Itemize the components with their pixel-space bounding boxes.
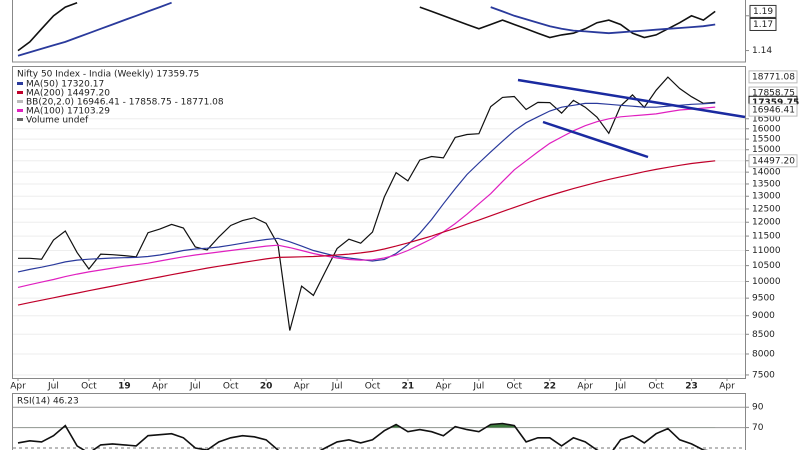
x-tick-label: 22 [543, 382, 556, 392]
price-label: 14497.20 [752, 156, 795, 166]
y-tick-label: 12000 [752, 218, 781, 228]
y-tick-label: 14000 [752, 168, 781, 178]
series-line [17, 160, 716, 306]
legend-swatch [17, 118, 23, 121]
value-label-box [749, 17, 777, 31]
x-tick-label: Oct [507, 382, 523, 392]
y-tick-label: 16000 [752, 124, 781, 134]
value-label-box [749, 4, 777, 18]
x-tick-label: 19 [118, 382, 131, 392]
y-tick-label: 10000 [752, 277, 781, 287]
ratio-panel [12, 0, 746, 63]
legend-entry: MA(100) 17103.29 [26, 107, 110, 117]
y-tick-label: 9000 [752, 311, 775, 321]
value-label: 1.17 [753, 20, 773, 30]
x-tick-label: Jul [331, 382, 343, 392]
y-tick-label: 12500 [752, 204, 781, 214]
x-tick-label: Apr [719, 382, 735, 392]
x-tick-label: Oct [223, 382, 239, 392]
plot-layer: 1.141.181.191.17750080008500900095001000… [10, 1, 799, 450]
y-tick-label: 1.14 [752, 46, 772, 56]
price-label: 17359.75 [752, 98, 799, 108]
x-tick-label: 21 [402, 382, 415, 392]
y-tick-label: 8000 [752, 349, 775, 359]
legend-swatch [17, 91, 23, 94]
price-label-box [748, 103, 798, 117]
y-tick-label: 11500 [752, 232, 781, 242]
x-tick-label: Apr [10, 382, 26, 392]
rsi-panel [12, 393, 746, 450]
x-tick-label: 23 [685, 382, 698, 392]
x-tick-label: Jul [614, 382, 626, 392]
x-tick-label: 20 [260, 382, 273, 392]
x-tick-label: Apr [152, 382, 168, 392]
price-label-box [748, 70, 798, 84]
y-tick-label: 8500 [752, 330, 775, 340]
price-label: 18771.08 [752, 72, 795, 82]
y-tick-label: 13500 [752, 179, 781, 189]
price-label: 17858.75 [752, 89, 795, 99]
y-tick-label: 11000 [752, 246, 781, 256]
legend-entry: MA(50) 17320.17 [26, 80, 104, 90]
legend-entry: Volume undef [26, 116, 89, 126]
legend-entry: BB(20,2.0) 16946.41 - 17858.75 - 18771.0… [26, 98, 224, 108]
x-tick-label: Apr [436, 382, 452, 392]
series-line [18, 76, 716, 331]
x-tick-label: Jul [189, 382, 201, 392]
x-tick-label: Jul [47, 382, 59, 392]
x-tick-label: Oct [365, 382, 381, 392]
trendline [542, 120, 649, 159]
value-label: 1.19 [753, 7, 773, 17]
legend-entry: MA(200) 14497.20 [26, 89, 110, 99]
series-line [17, 422, 709, 450]
x-tick-label: Oct [81, 382, 97, 392]
y-tick-label: 15500 [752, 135, 781, 145]
panel-title: Nifty 50 Index - India (Weekly) 17359.75 [17, 70, 199, 80]
y-tick-label: 15000 [752, 145, 781, 155]
legend-swatch [17, 109, 23, 112]
panel-title: RSI(14) 46.23 [17, 397, 79, 407]
y-tick-label: 16500 [752, 114, 781, 124]
x-tick-label: Oct [648, 382, 664, 392]
x-tick-label: Apr [577, 382, 593, 392]
trendline [517, 78, 746, 119]
y-tick-label: 9500 [752, 294, 775, 304]
price-label-box [748, 154, 798, 168]
y-tick-label: 10500 [752, 261, 781, 271]
legend-swatch [17, 100, 23, 103]
price-label: 16946.41 [752, 106, 795, 116]
series-line [17, 106, 716, 288]
y-tick-label: 7500 [752, 370, 775, 380]
y-tick-label: 13000 [752, 192, 781, 202]
legend-swatch [17, 82, 23, 85]
x-tick-label: Apr [294, 382, 310, 392]
y-tick-label: 90 [752, 403, 764, 413]
series-line [17, 1, 716, 57]
x-tick-label: Jul [472, 382, 484, 392]
y-tick-label: 70 [752, 423, 764, 433]
